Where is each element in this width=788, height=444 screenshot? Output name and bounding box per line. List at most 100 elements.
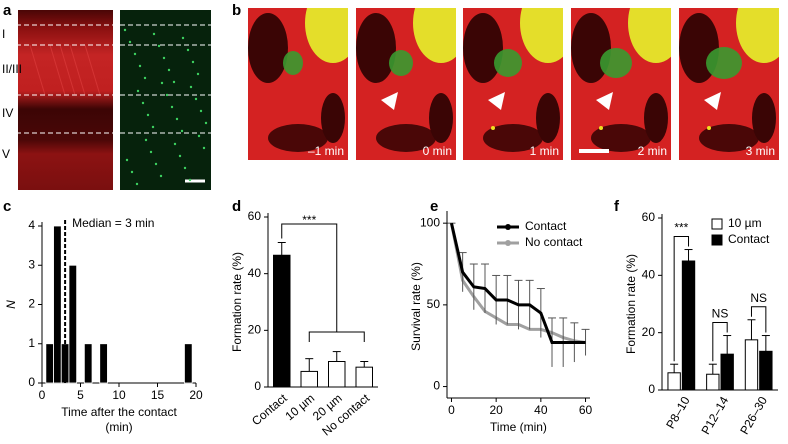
y-tick-label: 20 [642, 325, 656, 339]
x-axis-label: (min) [105, 420, 132, 434]
frame-time: 1 min [530, 144, 559, 158]
y-tick-label: 40 [248, 266, 262, 280]
x-tick-label: 10 [112, 388, 126, 402]
significance-bracket [308, 331, 365, 342]
yellow-cell [520, 8, 563, 63]
bar [83, 343, 93, 384]
cell-dot [189, 85, 193, 89]
x-tick-label: 5 [77, 388, 84, 402]
bar [706, 373, 720, 391]
dark-area [463, 13, 503, 83]
arrowhead [704, 92, 721, 110]
bar [273, 254, 291, 388]
y-tick-label: 0 [433, 379, 440, 393]
frame [679, 8, 779, 160]
y-tick-label: 3 [28, 257, 35, 271]
frame [571, 8, 671, 160]
panel-a: a I II/III IV V [0, 2, 211, 190]
cell-dot [165, 93, 169, 97]
y-tick-label: 50 [427, 297, 441, 311]
green-image [120, 10, 211, 190]
legend-swatch [711, 218, 723, 230]
bar [355, 366, 373, 388]
cell-dot [125, 158, 129, 162]
cell-dot [173, 142, 177, 146]
significance: *** [302, 213, 316, 227]
y-tick-label: 40 [642, 268, 656, 282]
significance-bracket [712, 322, 728, 362]
cell-dot [135, 182, 139, 186]
bar [300, 370, 318, 388]
bar [744, 339, 759, 391]
arrowhead [596, 92, 613, 110]
cell-dot [191, 60, 195, 64]
cell-dot [170, 105, 174, 109]
dendrite [29, 44, 46, 96]
x-tick-label: 20 [489, 403, 503, 417]
y-axis-label: Formation rate (%) [230, 252, 244, 352]
frame-time: –1 min [308, 144, 344, 158]
significance: NS [712, 307, 729, 321]
median-annotation: Median = 3 min [72, 216, 154, 230]
dark-area [752, 93, 776, 143]
x-tick-label: P8–10 [663, 394, 693, 431]
cell-dot [123, 28, 127, 32]
cell-dot [172, 80, 176, 84]
cell-dot [133, 52, 137, 56]
dark-area [321, 93, 345, 143]
panel-label: c [3, 198, 11, 215]
green-process [283, 51, 303, 75]
series-line [450, 222, 586, 344]
cell-dot [186, 48, 190, 52]
dendrite [59, 44, 76, 96]
cell-dot [152, 32, 156, 36]
bar [45, 343, 54, 384]
cell-dot [128, 40, 132, 44]
cell-dot [157, 44, 161, 48]
yellow-cell [736, 8, 779, 63]
cell-dot [130, 170, 134, 174]
y-tick-label: 4 [28, 218, 35, 232]
bar [53, 225, 62, 384]
layer-label: II/III [2, 62, 22, 76]
y-tick-label: 1 [28, 336, 35, 350]
cell-dot [151, 125, 155, 129]
cell-dot [138, 64, 142, 68]
cell-dot [154, 162, 158, 166]
x-tick-label: 0 [448, 403, 455, 417]
x-tick-label: P26–30 [737, 394, 770, 437]
dendrite [49, 44, 66, 96]
dark-area [429, 93, 453, 143]
cell-dot [143, 76, 147, 80]
significance-bracket [281, 223, 338, 332]
dark-area [248, 13, 288, 83]
dendrite [69, 44, 86, 96]
yellow-cell [628, 8, 671, 63]
dark-area [699, 124, 759, 152]
y-axis-label: Formation rate (%) [624, 254, 638, 354]
dark-area [376, 124, 436, 152]
cell-dot [180, 129, 184, 133]
cell-dot [175, 117, 179, 121]
bar [328, 361, 346, 388]
significance-bracket [750, 306, 767, 333]
y-tick-label: 60 [642, 210, 656, 224]
legend-label: No contact [525, 235, 583, 249]
frame [248, 8, 348, 160]
bar [68, 264, 78, 384]
y-tick-label: 2 [28, 297, 35, 311]
legend-label: Contact [525, 219, 567, 233]
bar [667, 372, 681, 391]
cell-dot [178, 154, 182, 158]
panel-label: d [232, 198, 241, 215]
y-axis-label: N [4, 300, 18, 309]
cell-dot [183, 166, 187, 170]
dendrite [84, 44, 101, 96]
x-tick-label: 20 [189, 388, 203, 402]
frame-time: 2 min [638, 144, 667, 158]
dark-area [268, 124, 328, 152]
layer-label: V [2, 147, 10, 161]
red-image [18, 10, 113, 190]
cell-dot [144, 138, 148, 142]
